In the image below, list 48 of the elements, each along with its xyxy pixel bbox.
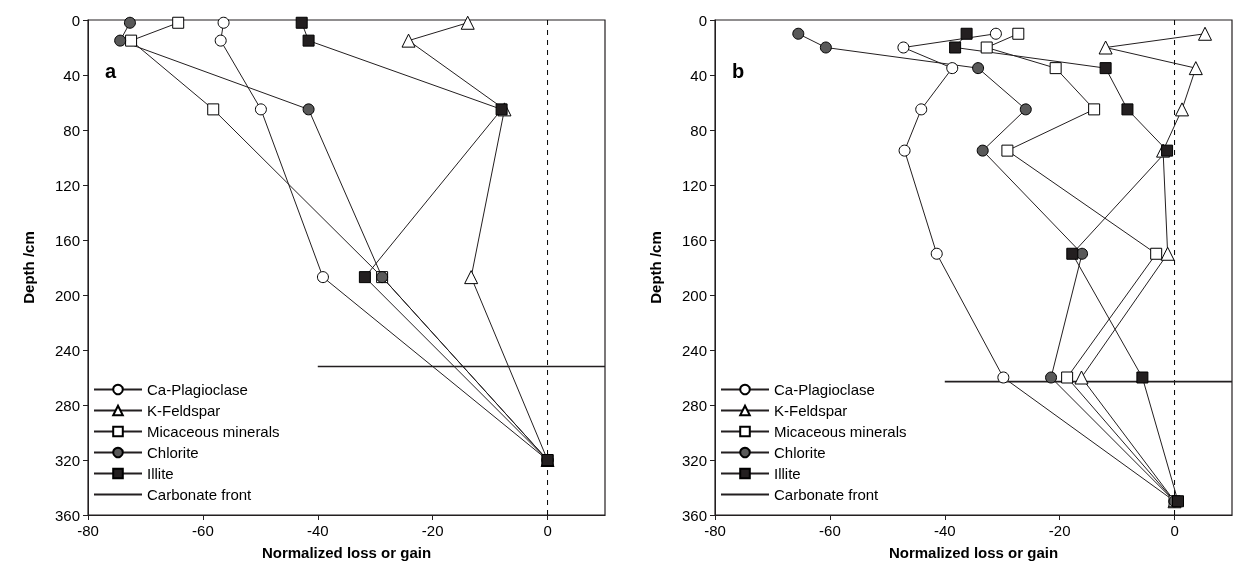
y-tick-label: 120 [54, 176, 80, 194]
y-axis-title: Depth /cm [647, 231, 664, 304]
legend-label: Micaceous minerals [774, 423, 907, 440]
legend-label: Ca-Plagioclase [774, 381, 875, 398]
y-tick-label: 240 [681, 341, 707, 359]
y-tick-label: 320 [681, 451, 707, 469]
y-tick-label: 200 [54, 286, 80, 304]
annotation: a [105, 60, 117, 82]
annotation: b [732, 60, 745, 82]
y-tick-label: 0 [698, 11, 707, 29]
y-tick-label: 280 [681, 396, 707, 414]
x-tick-label: -60 [819, 522, 841, 539]
y-axis-title: Depth /cm [20, 231, 37, 304]
x-axis-title: Normalized loss or gain [888, 544, 1059, 561]
y-tick-label: 80 [63, 121, 80, 139]
y-tick-label: 0 [71, 11, 80, 29]
y-tick-label: 360 [54, 506, 80, 524]
legend-label: Illite [147, 465, 174, 482]
x-tick-label: 0 [1170, 522, 1179, 539]
x-tick-label: -80 [77, 522, 99, 539]
legend-label: Carbonate front [147, 486, 253, 503]
legend-label: Chlorite [147, 444, 199, 461]
x-tick-label: -80 [704, 522, 726, 539]
x-tick-label: -40 [306, 522, 329, 539]
y-tick-label: 360 [681, 506, 707, 524]
y-tick-label: 200 [681, 286, 707, 304]
y-tick-label: 320 [54, 451, 80, 469]
legend-label: K-Feldspar [147, 402, 221, 419]
y-tick-label: 280 [54, 396, 80, 414]
x-tick-label: -60 [192, 522, 214, 539]
x-tick-label: -40 [933, 522, 956, 539]
legend-label: Illite [774, 465, 801, 482]
legend-label: K-Feldspar [774, 402, 848, 419]
y-tick-label: 160 [54, 231, 80, 249]
x-tick-label: -20 [421, 522, 444, 539]
y-tick-label: 80 [690, 121, 707, 139]
y-tick-label: 40 [63, 66, 80, 84]
legend-label: Micaceous minerals [147, 423, 280, 440]
y-tick-label: 240 [54, 341, 80, 359]
x-tick-label: -20 [1048, 522, 1071, 539]
legend-label: Chlorite [774, 444, 826, 461]
legend-label: Carbonate front [774, 486, 880, 503]
x-axis-title: Normalized loss or gain [261, 544, 432, 561]
x-tick-label: 0 [543, 522, 552, 539]
y-tick-label: 160 [681, 231, 707, 249]
y-tick-label: 40 [690, 66, 707, 84]
y-tick-label: 120 [681, 176, 707, 194]
legend-label: Ca-Plagioclase [147, 381, 248, 398]
